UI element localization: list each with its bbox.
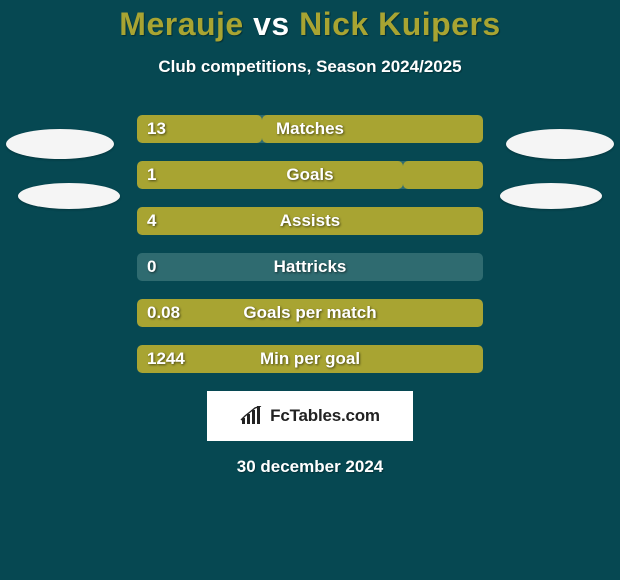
- vs-label: vs: [253, 6, 290, 42]
- brand-box: FcTables.com: [207, 391, 413, 441]
- stat-row: 4Assists2: [137, 207, 483, 235]
- comparison-card: Merauje vs Nick Kuipers Club competition…: [0, 0, 620, 580]
- player1-name: Merauje: [119, 6, 243, 42]
- bar-fill-left: [137, 115, 262, 143]
- stat-bars: 13Matches21 1Goals0 4Assists2 0Hattricks0 0.…: [137, 115, 483, 373]
- bar-fill-left: [137, 161, 403, 189]
- bar-fill-left: [137, 207, 483, 235]
- bar-fill-left: [137, 345, 483, 373]
- brand-text: FcTables.com: [270, 406, 380, 426]
- stat-row: 13Matches21: [137, 115, 483, 143]
- stats-stage: 13Matches21 1Goals0 4Assists2 0Hattricks0 0.…: [0, 115, 620, 477]
- bar-fill-right: [403, 161, 483, 189]
- bar-chart-icon: [240, 406, 264, 426]
- stat-row: 1Goals0: [137, 161, 483, 189]
- stat-row: 0.08Goals per match: [137, 299, 483, 327]
- avatar-right-top: [506, 129, 614, 159]
- bar-label: 0Hattricks0: [137, 253, 483, 281]
- page-title: Merauje vs Nick Kuipers: [0, 0, 620, 43]
- stat-row: 1244Min per goal: [137, 345, 483, 373]
- stat-row: 0Hattricks0: [137, 253, 483, 281]
- footer-date: 30 december 2024: [0, 457, 620, 477]
- bar-fill-left: [137, 299, 483, 327]
- avatar-left-bottom: [18, 183, 120, 209]
- player2-name: Nick Kuipers: [299, 6, 501, 42]
- subtitle: Club competitions, Season 2024/2025: [0, 57, 620, 77]
- avatar-right-bottom: [500, 183, 602, 209]
- stat-metric: Hattricks: [137, 253, 483, 281]
- avatar-left-top: [6, 129, 114, 159]
- bar-fill-right: [262, 115, 483, 143]
- stat-value-left: 0: [147, 253, 156, 281]
